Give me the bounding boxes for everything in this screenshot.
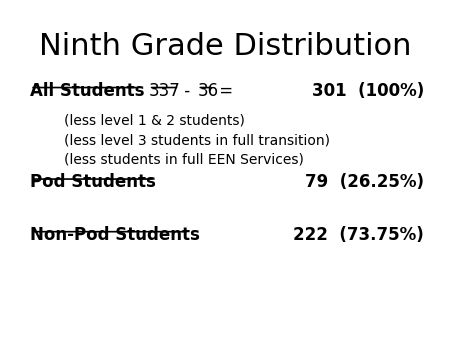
Text: 36: 36 xyxy=(198,82,219,100)
Text: Pod Students: Pod Students xyxy=(30,173,156,191)
Text: All Students: All Students xyxy=(30,82,145,100)
Text: Ninth Grade Distribution: Ninth Grade Distribution xyxy=(39,31,411,61)
Text: (less students in full EEN Services): (less students in full EEN Services) xyxy=(64,152,304,167)
Text: (less level 3 students in full transition): (less level 3 students in full transitio… xyxy=(64,133,330,147)
Text: 301  (100%): 301 (100%) xyxy=(312,82,424,100)
Text: -: - xyxy=(179,82,196,100)
Text: Non-Pod Students: Non-Pod Students xyxy=(30,226,200,244)
Text: 337: 337 xyxy=(149,82,180,100)
Text: =: = xyxy=(214,82,233,100)
Text: 79  (26.25%): 79 (26.25%) xyxy=(305,173,424,191)
Text: (less level 1 & 2 students): (less level 1 & 2 students) xyxy=(64,114,245,128)
Text: 222  (73.75%): 222 (73.75%) xyxy=(293,226,424,244)
